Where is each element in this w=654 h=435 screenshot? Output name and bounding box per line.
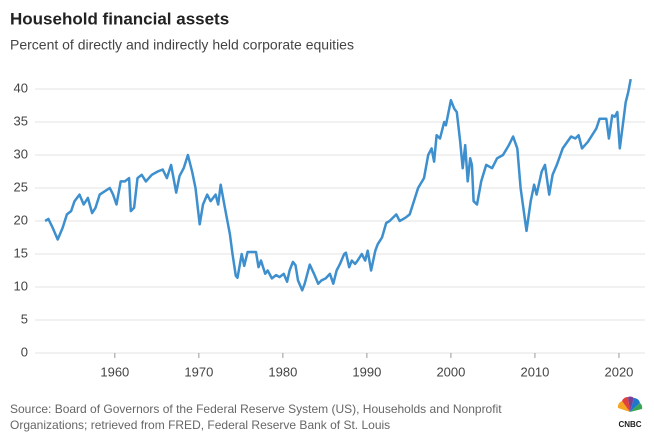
source-note: Source: Board of Governors of the Federa… <box>10 402 502 416</box>
y-tick-label: 0 <box>21 344 28 359</box>
y-tick-label: 35 <box>14 113 28 128</box>
x-tick-label: 2000 <box>436 364 465 379</box>
y-tick-label: 5 <box>21 311 28 326</box>
y-tick-label: 10 <box>14 278 28 293</box>
y-tick-label: 20 <box>14 212 28 227</box>
y-tick-label: 25 <box>14 179 28 194</box>
x-tick-label: 1990 <box>352 364 381 379</box>
x-tick-label: 2010 <box>520 364 549 379</box>
logo: CNBC <box>617 396 643 429</box>
y-tick-label: 30 <box>14 146 28 161</box>
source-note: Organizations; retrieved from FRED, Fede… <box>10 418 390 432</box>
chart-title: Household financial assets <box>10 9 229 28</box>
x-tick-label: 1960 <box>100 364 129 379</box>
x-tick-label: 1980 <box>268 364 297 379</box>
x-tick-label: 1970 <box>184 364 213 379</box>
x-tick-label: 2020 <box>604 364 633 379</box>
logo-text: CNBC <box>618 420 641 429</box>
chart-subtitle: Percent of directly and indirectly held … <box>10 37 354 53</box>
y-tick-label: 15 <box>14 245 28 260</box>
data-line <box>44 78 632 292</box>
y-tick-label: 40 <box>14 80 28 95</box>
